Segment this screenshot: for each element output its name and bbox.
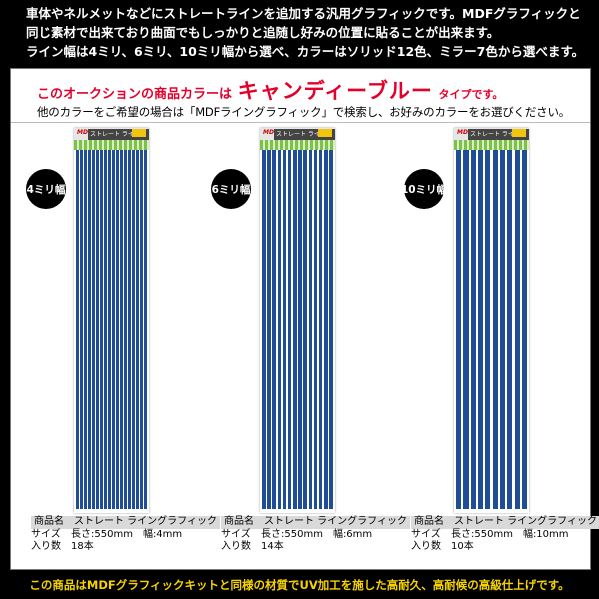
price-sticker bbox=[318, 129, 332, 137]
sheet-label: MDF ストレート ライングラフィック bbox=[454, 128, 529, 147]
brand-logo: MDF bbox=[263, 129, 279, 136]
spec-size-row: サイズ 長さ:550mm 幅:6mm bbox=[221, 528, 373, 540]
line-strip bbox=[470, 150, 476, 509]
line-strip bbox=[514, 150, 520, 509]
spec-block-6mm: 商品名 ストレート ライングラフィック サイズ 長さ:550mm 幅:6mm 入り数… bbox=[221, 516, 410, 554]
line-strip bbox=[100, 150, 103, 509]
line-strip bbox=[507, 150, 513, 509]
line-strip bbox=[308, 150, 313, 509]
line-strip bbox=[456, 150, 462, 509]
header-line-3: ライン幅は4ミリ、6ミリ、10ミリ幅から選べ、カラーはソリッド12色、ミラー7色… bbox=[26, 44, 585, 59]
line-strip bbox=[84, 150, 87, 509]
sheet-label: MDF ストレート ライングラフィック bbox=[260, 128, 335, 147]
width-badge-10mm: 10ミリ幅 bbox=[401, 169, 447, 209]
line-strip bbox=[492, 150, 498, 509]
barcode-band bbox=[74, 140, 149, 150]
line-strip bbox=[80, 150, 83, 509]
line-strip bbox=[136, 150, 139, 509]
sheet-label: MDF ストレート ライングラフィック bbox=[74, 128, 149, 147]
line-strips bbox=[74, 150, 149, 513]
divider bbox=[11, 122, 590, 123]
line-strip bbox=[298, 150, 302, 509]
width-badge-6mm: 6ミリ幅 bbox=[211, 169, 251, 209]
line-strip bbox=[499, 150, 506, 509]
line-strip bbox=[116, 150, 119, 509]
promo-prefix: このオークションの商品カラーは bbox=[37, 87, 233, 102]
line-strip bbox=[287, 150, 292, 509]
header-line-2: 同じ素材で出来ており曲面でもしっかりと追随し好みの位置に貼ることが出来ます。 bbox=[26, 25, 500, 40]
barcode-band bbox=[454, 140, 529, 150]
line-strip bbox=[132, 150, 135, 509]
search-note: 他のカラーをご希望の場合は「MDFライングラフィック」で検索し、お好みのカラーを… bbox=[37, 105, 571, 119]
line-strip bbox=[92, 150, 95, 509]
spec-name-row: 商品名 ストレート ライングラフィック bbox=[31, 516, 220, 529]
width-badge-4mm: 4ミリ幅 bbox=[26, 169, 66, 209]
brand-logo: MDF bbox=[77, 129, 93, 136]
line-strip bbox=[463, 150, 469, 509]
promo-suffix: タイプです。 bbox=[438, 88, 504, 101]
spec-qty-row: 入り数 18本 bbox=[31, 541, 94, 552]
spec-qty-row: 入り数 10本 bbox=[411, 541, 474, 552]
line-strip bbox=[144, 150, 147, 509]
footer-note: この商品はMDFグラフィックキットと同様の材質でUV加工を施した高耐久、高耐候の… bbox=[29, 578, 570, 592]
line-strip bbox=[485, 150, 491, 509]
brand-logo: MDF bbox=[457, 129, 473, 136]
line-strip bbox=[521, 150, 527, 509]
line-strip bbox=[76, 150, 79, 509]
line-strip bbox=[277, 150, 282, 509]
price-sticker bbox=[132, 129, 146, 137]
line-strip bbox=[128, 150, 131, 509]
spec-name-row: 商品名 ストレート ライングラフィック bbox=[221, 516, 410, 529]
product-sheet-4mm: MDF ストレート ライングラフィック bbox=[74, 128, 149, 513]
line-strip bbox=[318, 150, 323, 509]
product-panel: このオークションの商品カラーは キャンディーブルー タイプです。 他のカラーをご… bbox=[10, 68, 599, 570]
spec-size-row: サイズ 長さ:550mm 幅:10mm bbox=[411, 528, 569, 540]
spec-name-row: 商品名 ストレート ライングラフィック bbox=[411, 516, 599, 529]
line-strip bbox=[329, 150, 333, 509]
line-strip bbox=[313, 150, 318, 509]
promo-line: このオークションの商品カラーは キャンディーブルー タイプです。 bbox=[37, 75, 503, 105]
line-strip bbox=[262, 150, 266, 509]
product-sheet-6mm: MDF ストレート ライングラフィック bbox=[260, 128, 335, 513]
line-strip bbox=[324, 150, 328, 509]
price-sticker bbox=[512, 129, 526, 137]
line-strip bbox=[112, 150, 115, 509]
line-strip bbox=[104, 150, 107, 509]
spec-size-row: サイズ 長さ:550mm 幅:4mm bbox=[31, 528, 183, 540]
spec-qty-row: 入り数 14本 bbox=[221, 541, 284, 552]
header-line-1: 車体やネルメットなどにストレートラインを追加する汎用グラフィックです。MDFグラ… bbox=[26, 6, 581, 21]
line-strip bbox=[282, 150, 287, 509]
line-strip bbox=[108, 150, 111, 509]
barcode-band bbox=[260, 140, 335, 150]
line-strip bbox=[120, 150, 123, 509]
line-strip bbox=[272, 150, 276, 509]
line-strip bbox=[96, 150, 99, 509]
line-strips bbox=[260, 150, 335, 513]
line-strip bbox=[124, 150, 127, 509]
line-strip bbox=[293, 150, 297, 509]
promo-color-name: キャンディーブルー bbox=[237, 79, 433, 103]
line-strip bbox=[303, 150, 307, 509]
line-strip bbox=[140, 150, 143, 509]
spec-block-4mm: 商品名 ストレート ライングラフィック サイズ 長さ:550mm 幅:4mm 入り数… bbox=[31, 516, 220, 554]
line-strip bbox=[88, 150, 91, 509]
line-strip bbox=[267, 150, 271, 509]
spec-block-10mm: 商品名 ストレート ライングラフィック サイズ 長さ:550mm 幅:10mm 入り… bbox=[411, 516, 599, 554]
product-sheet-10mm: MDF ストレート ライングラフィック bbox=[454, 128, 529, 513]
line-strip bbox=[477, 150, 484, 509]
line-strips bbox=[454, 150, 529, 513]
